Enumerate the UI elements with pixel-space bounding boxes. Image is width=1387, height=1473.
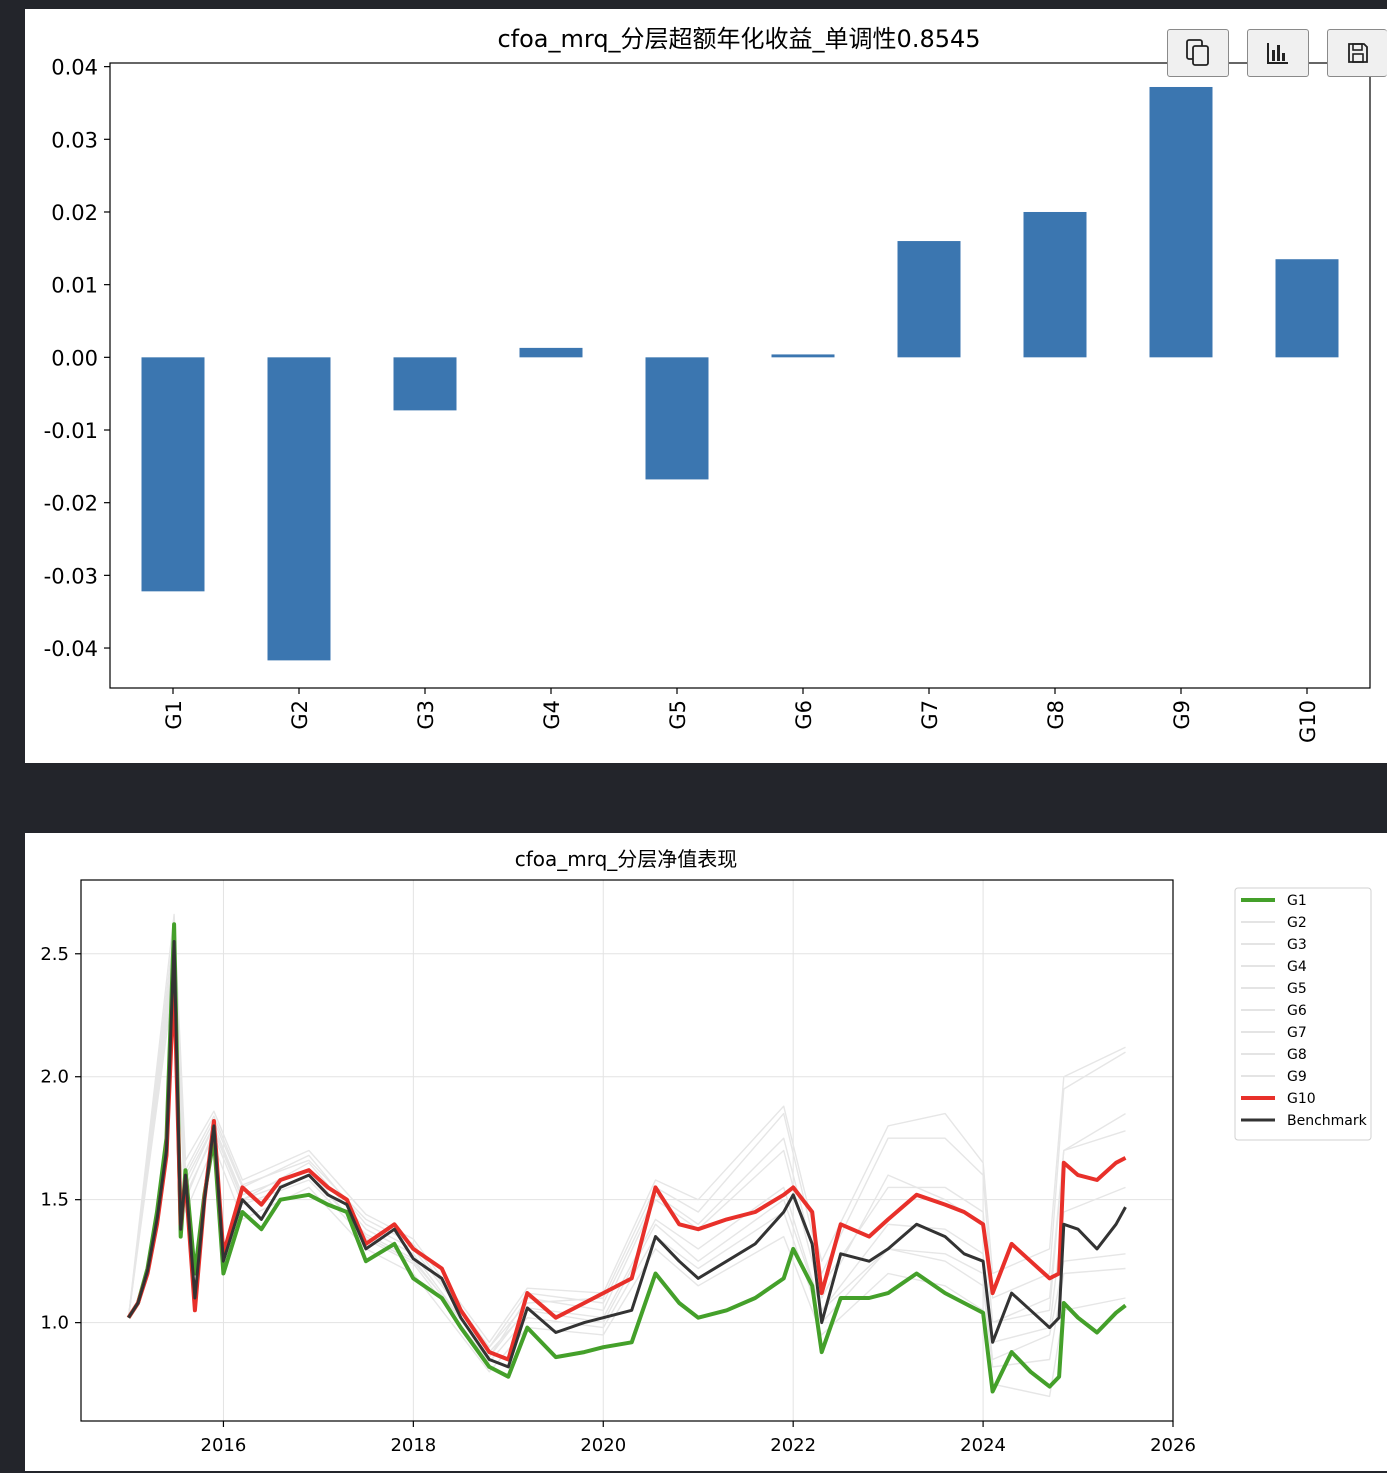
chart-title: cfoa_mrq_分层净值表现 <box>515 847 738 871</box>
bar-G6 <box>771 354 835 358</box>
x-tick-label: G2 <box>288 700 312 730</box>
x-tick-label: G3 <box>414 700 438 730</box>
legend-label: G4 <box>1287 959 1307 975</box>
bar-chart-icon <box>1267 43 1288 64</box>
y-tick-label: 0.01 <box>51 274 98 298</box>
copy-button[interactable] <box>1167 29 1229 77</box>
chart-button[interactable] <box>1247 29 1309 77</box>
x-tick-label: 2026 <box>1150 1435 1196 1456</box>
y-tick-label: -0.01 <box>44 419 98 443</box>
legend-label: G8 <box>1287 1047 1307 1063</box>
x-tick-label: G1 <box>162 700 186 730</box>
bar-G3 <box>393 357 457 411</box>
save-button[interactable] <box>1327 29 1387 77</box>
x-tick-label: G4 <box>540 700 564 730</box>
y-tick-label: -0.04 <box>44 637 98 661</box>
series-line-G7 <box>127 928 1126 1348</box>
y-tick-label: 1.5 <box>40 1190 69 1211</box>
y-tick-label: 0.03 <box>51 128 98 152</box>
x-tick-label: G8 <box>1044 700 1068 730</box>
bar-G5 <box>645 357 709 480</box>
x-tick-label: 2016 <box>201 1435 247 1456</box>
y-tick-label: 2.5 <box>40 944 69 965</box>
legend-label: G1 <box>1287 893 1307 909</box>
series-line-Benchmark <box>127 940 1127 1369</box>
x-tick-label: 2020 <box>580 1435 626 1456</box>
legend: G1 G2 G3 G4 G5 G6 G7 G8 G9 G10 Benchmark <box>1234 887 1372 1141</box>
legend-label: G10 <box>1287 1091 1316 1107</box>
series-line-G5 <box>127 977 1126 1398</box>
series-line-G1 <box>126 922 1127 1394</box>
y-tick-label: 1.0 <box>40 1313 69 1334</box>
bar-G1 <box>141 357 205 592</box>
legend-label: Benchmark <box>1287 1113 1368 1129</box>
bar-chart: cfoa_mrq_分层超额年化收益_单调性0.8545 0.04 0.03 0.02… <box>44 25 1371 743</box>
plot-frame <box>80 879 1174 1422</box>
bar-chart-panel: cfoa_mrq_分层超额年化收益_单调性0.8545 0.04 0.03 0.02… <box>25 9 1387 763</box>
y-tick-label: 0.02 <box>51 201 98 225</box>
x-tick-label: 2024 <box>960 1435 1006 1456</box>
bar-G8 <box>1023 211 1087 358</box>
x-tick-label: G7 <box>918 700 942 730</box>
series-line-G4 <box>127 940 1126 1348</box>
legend-box <box>1234 887 1372 1141</box>
save-icon <box>1347 43 1368 63</box>
x-tick-label: 2022 <box>770 1435 816 1456</box>
chart-title: cfoa_mrq_分层超额年化收益_单调性0.8545 <box>497 25 980 53</box>
legend-label: G3 <box>1287 937 1307 953</box>
y-tick-label: 0.00 <box>51 346 98 370</box>
y-tick-label: -0.02 <box>44 492 98 516</box>
x-tick-label: 2018 <box>390 1435 436 1456</box>
series-line-G9 <box>127 913 1126 1343</box>
copy-icon <box>1186 39 1209 66</box>
bar-G4 <box>519 347 583 358</box>
line-chart-panel: cfoa_mrq_分层净值表现 2016 2018 2020 2022 2024 2026… <box>25 833 1387 1471</box>
x-tick-label: G10 <box>1296 700 1320 743</box>
legend-label: G2 <box>1287 915 1307 931</box>
y-tick-label: 2.0 <box>40 1067 69 1088</box>
series-line-G8 <box>127 958 1126 1368</box>
legend-label: G5 <box>1287 981 1307 997</box>
series-line-G2 <box>127 965 1126 1361</box>
bar-G7 <box>897 241 961 358</box>
plot-frame <box>109 62 1371 689</box>
bar-G9 <box>1149 86 1213 358</box>
legend-label: G7 <box>1287 1025 1307 1041</box>
x-tick-label: G5 <box>666 700 690 730</box>
x-tick-label: G9 <box>1170 700 1194 730</box>
x-tick-label: G6 <box>792 700 816 730</box>
legend-label: G6 <box>1287 1003 1307 1019</box>
bar-G2 <box>267 357 331 661</box>
line-chart: cfoa_mrq_分层净值表现 2016 2018 2020 2022 2024 2026… <box>40 847 1372 1456</box>
y-tick-label: -0.03 <box>44 564 98 588</box>
y-tick-label: 0.04 <box>51 56 98 80</box>
bar-G10 <box>1275 259 1339 358</box>
legend-label: G9 <box>1287 1069 1307 1085</box>
